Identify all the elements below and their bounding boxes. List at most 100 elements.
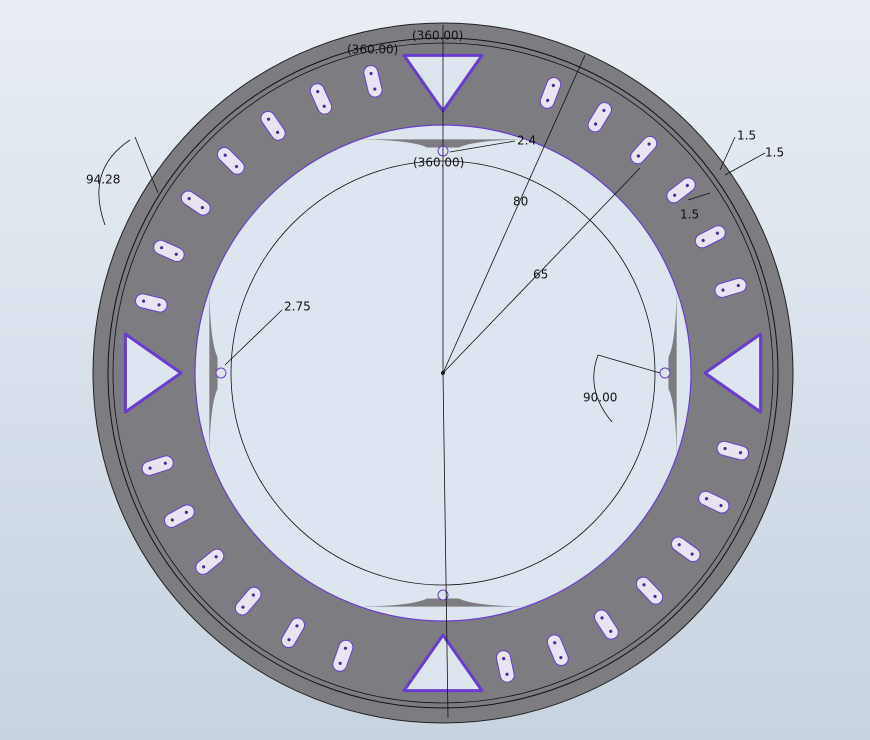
dim-label: 65	[533, 268, 548, 282]
dim-label: (360.00)	[413, 156, 464, 170]
slot-dot	[316, 90, 320, 94]
slot-dot	[600, 616, 604, 620]
slot-outline	[694, 225, 726, 249]
slot-outline	[135, 293, 168, 313]
slot-dot	[251, 593, 255, 597]
slot	[141, 455, 174, 476]
slot-outline	[539, 77, 562, 109]
slot-dot	[163, 461, 167, 465]
slot-outline	[309, 83, 333, 115]
slot	[496, 650, 515, 683]
slot	[670, 536, 701, 563]
slot	[539, 77, 562, 109]
slot-outline	[281, 617, 305, 649]
triangle-cutout	[123, 332, 183, 414]
slot-dot	[721, 288, 725, 292]
slot-dot	[373, 87, 377, 91]
slot-dot	[214, 555, 218, 559]
triangle-cutout	[402, 633, 484, 693]
slot-dot	[546, 98, 550, 102]
slot-outline	[587, 102, 612, 133]
dim-label: 1.5	[680, 208, 699, 222]
dim-line	[442, 167, 641, 374]
slot-dot	[338, 661, 342, 665]
dim-line	[597, 354, 661, 374]
slot-dot	[369, 71, 373, 76]
slot-dot	[715, 231, 720, 235]
slot	[135, 293, 168, 313]
slot	[587, 102, 612, 133]
triangle-cutout	[703, 332, 763, 414]
slot	[698, 490, 730, 514]
slot	[163, 504, 195, 528]
slot-dot	[343, 646, 348, 650]
slot-dot	[505, 672, 509, 676]
boss-hole	[215, 367, 227, 379]
slot-dot	[636, 154, 640, 158]
boss-hole	[659, 367, 671, 379]
slot-dot	[160, 246, 164, 250]
slot	[180, 190, 211, 216]
dim-arc	[593, 354, 613, 423]
slot	[666, 177, 696, 204]
slot-outline	[141, 455, 174, 476]
slot	[332, 639, 354, 672]
slot-dot	[200, 206, 204, 210]
dim-label: 2.75	[284, 300, 311, 314]
slot-dot	[593, 122, 598, 126]
slot	[716, 440, 749, 461]
dim-arc	[98, 139, 131, 226]
slot-outline	[363, 65, 383, 98]
slot-dot	[187, 196, 191, 201]
dim-label: 94.28	[86, 173, 120, 187]
slot	[635, 576, 664, 605]
slot	[217, 147, 245, 175]
dimension-lines	[98, 25, 766, 719]
dim-line	[687, 192, 711, 201]
slot-dot	[141, 299, 146, 303]
dim-label: 80	[513, 195, 528, 209]
slot-dot	[553, 641, 557, 645]
slot-dot	[673, 193, 677, 197]
dim-line	[442, 54, 586, 374]
slot-outline	[180, 190, 211, 216]
slot-dot	[170, 518, 174, 522]
slot-dot	[704, 497, 709, 501]
slot-outline	[496, 650, 515, 683]
slot-dot	[223, 153, 227, 157]
slot	[593, 609, 619, 640]
slot	[281, 617, 305, 649]
dim-line	[442, 372, 449, 719]
slot-dot	[653, 594, 657, 599]
slot-dot	[685, 183, 689, 188]
slot-dot	[719, 503, 723, 508]
slot-outline	[546, 634, 569, 666]
slot-dot	[148, 466, 152, 470]
slot-dot	[647, 142, 651, 146]
slot-dot	[295, 624, 299, 628]
slot-outline	[714, 277, 747, 298]
slot-dot	[502, 657, 506, 661]
slot-dot	[738, 451, 743, 455]
dim-line	[449, 140, 516, 153]
dimension-labels: (360.00) (360.00) (360.00) 2.4 1.5 1.5 1…	[86, 29, 784, 405]
slot	[546, 634, 569, 666]
center-point	[441, 371, 445, 375]
spoke	[668, 278, 677, 468]
slot	[630, 135, 658, 165]
spoke	[348, 598, 538, 607]
slot	[260, 110, 286, 141]
slot-outline	[716, 440, 749, 461]
slot	[694, 225, 726, 249]
slot-outline	[153, 239, 185, 263]
slot-outline	[260, 110, 286, 141]
slot	[153, 239, 185, 263]
dim-label: (360.00)	[347, 43, 398, 57]
slot	[234, 586, 262, 616]
dim-line	[724, 152, 766, 176]
dim-label: 90.00	[583, 391, 617, 405]
slot	[195, 548, 225, 575]
slot-dot	[602, 108, 606, 112]
dim-label: 1.5	[765, 146, 784, 160]
